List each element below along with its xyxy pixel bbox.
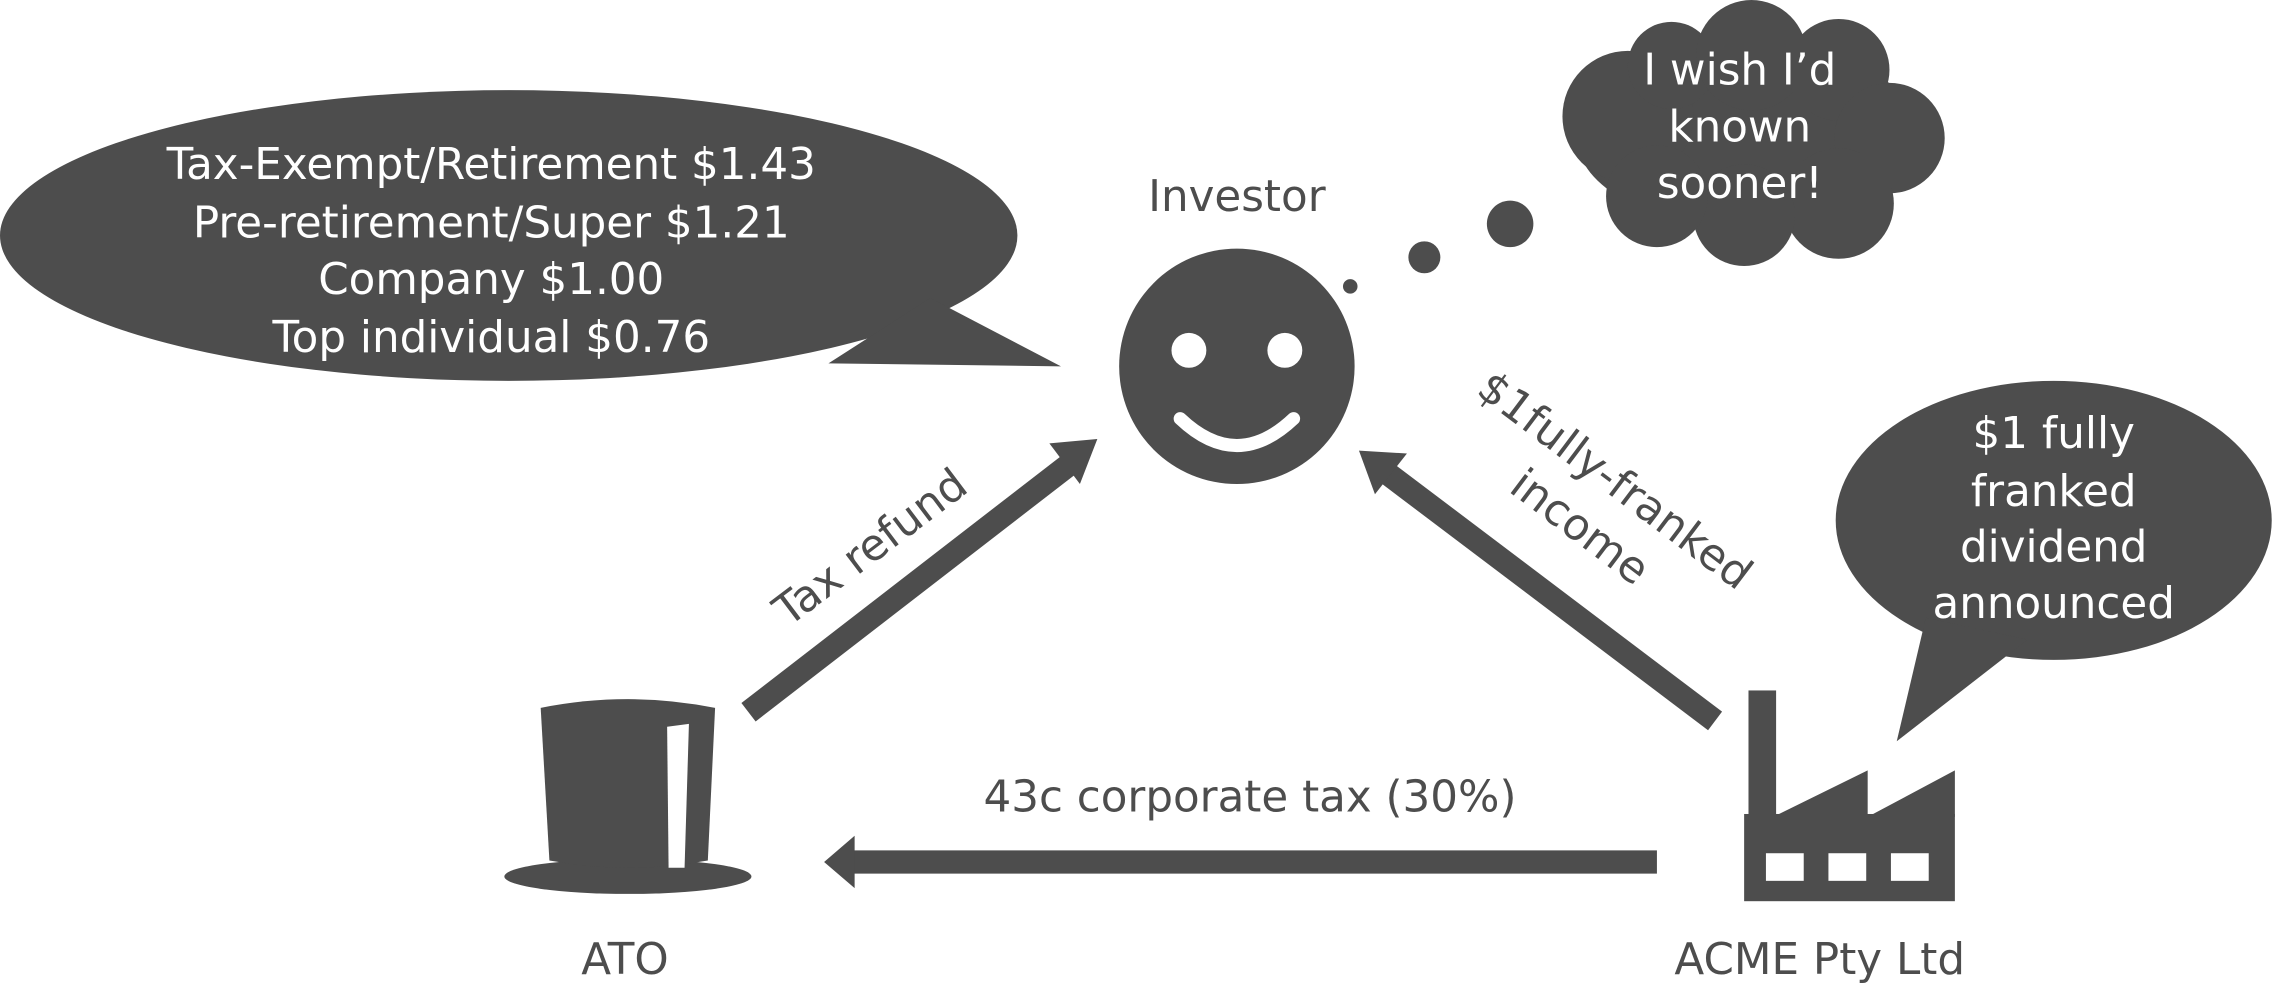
announcement-bubble: $1 fully franked dividend announced <box>1836 381 2272 741</box>
bubble-line: Pre-retirement/Super $1.21 <box>193 198 790 248</box>
tax-label: 43c corporate tax (30%) <box>983 772 1516 822</box>
bubble-line: Company $1.00 <box>318 255 664 305</box>
factory <box>1744 690 1955 901</box>
bubble-line: Top individual $0.76 <box>271 313 710 363</box>
thought-line: known <box>1668 102 1811 152</box>
bubble-line: Tax-Exempt/Retirement $1.43 <box>166 140 816 190</box>
diagram: Tax-Exempt/Retirement $1.43 Pre-retireme… <box>0 0 2279 987</box>
thought-line: sooner! <box>1657 159 1823 209</box>
tax-arrow <box>824 836 1657 888</box>
bubble-line: dividend <box>1960 522 2147 572</box>
returns-bubble: Tax-Exempt/Retirement $1.43 Pre-retireme… <box>0 90 1061 381</box>
ato-label: ATO <box>581 935 668 985</box>
bubble-line: $1 fully <box>1973 409 2135 459</box>
investor-label: Investor <box>1148 172 1326 222</box>
thought-line: I wish I’d <box>1643 46 1836 96</box>
bubble-line: franked <box>1971 467 2137 517</box>
smiley-face <box>1119 249 1354 484</box>
acme-label: ACME Pty Ltd <box>1674 935 1965 985</box>
top-hat <box>504 699 751 894</box>
thought-cloud: I wish I’d known sooner! <box>1343 0 1945 294</box>
bubble-line: announced <box>1933 579 2175 629</box>
